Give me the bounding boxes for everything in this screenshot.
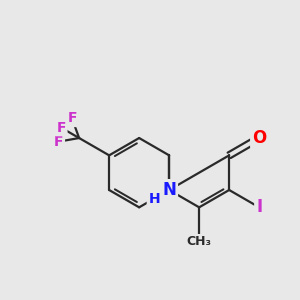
Text: F: F [54,135,63,148]
Text: N: N [162,181,176,199]
Text: O: O [252,129,266,147]
Text: H: H [148,192,160,206]
Text: F: F [56,121,66,135]
Text: CH₃: CH₃ [187,236,212,248]
Text: I: I [256,198,262,216]
Text: F: F [67,112,77,125]
